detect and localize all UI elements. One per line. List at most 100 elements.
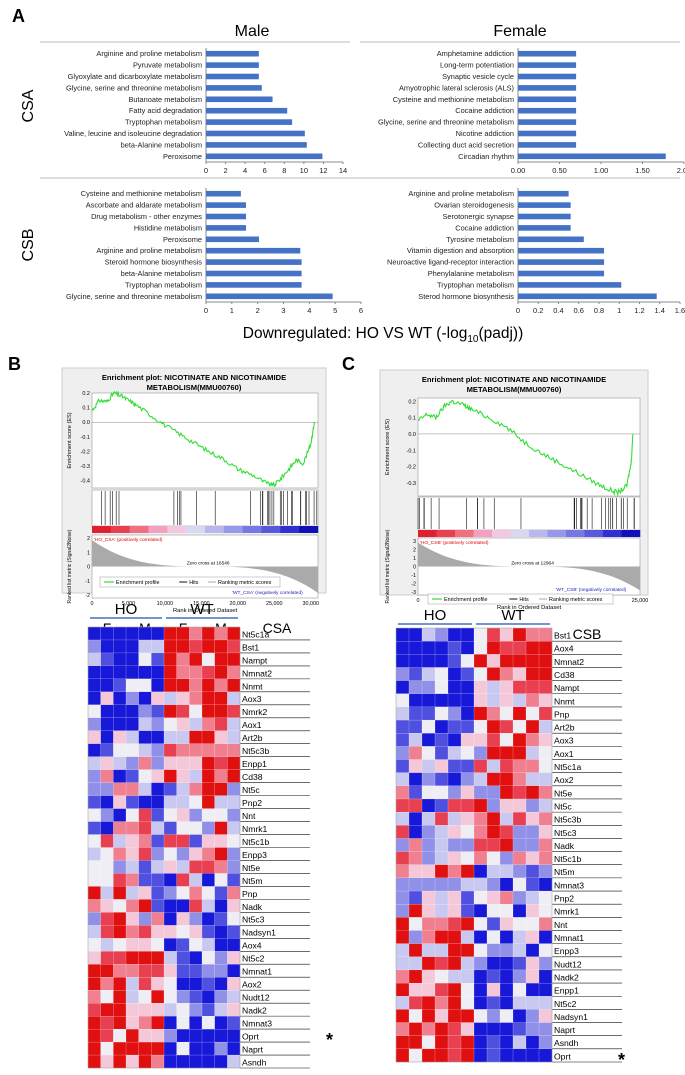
bar-chart-1: Arginine and proline metabolism Pyruvate … xyxy=(64,48,347,175)
bar-chart-3: Cysteine and methionine metabolism Ascorb… xyxy=(66,188,363,315)
heatmap-cell xyxy=(176,769,190,783)
bar xyxy=(206,50,259,57)
heatmap-cell xyxy=(408,667,423,681)
heatmap-cell xyxy=(512,667,527,681)
heatmap-cell xyxy=(201,1041,215,1056)
heatmap-cell xyxy=(512,733,527,747)
heatmap-cell xyxy=(201,730,215,745)
heatmap-cell xyxy=(525,627,540,642)
gene-label: Nadk xyxy=(554,841,575,851)
heatmap-cell xyxy=(176,704,190,719)
heatmap-cell xyxy=(125,951,139,965)
heatmap-cell xyxy=(113,938,127,952)
heatmap-cell xyxy=(434,877,449,892)
heatmap-cell xyxy=(486,890,501,905)
bar xyxy=(518,153,666,160)
legend-ranking: Ranking metric scores xyxy=(218,580,272,586)
category-label: Cysteine and methionine metabolism xyxy=(393,95,514,104)
heatmap-cell xyxy=(408,1048,423,1063)
heatmap-cell xyxy=(151,1054,165,1069)
heatmap-cell xyxy=(163,743,177,758)
heatmap-cell xyxy=(214,990,228,1004)
heatmap-cell xyxy=(214,1041,228,1056)
heatmap-cell xyxy=(189,886,203,900)
heatmap-cell xyxy=(421,825,436,839)
heatmap-cell xyxy=(395,996,410,1010)
heatmap-cell xyxy=(434,641,449,655)
heatmap-cell xyxy=(473,917,488,931)
heatmap-cell xyxy=(408,733,423,747)
bar xyxy=(518,225,571,231)
heatmap-cell xyxy=(525,719,540,734)
heatmap-cell xyxy=(447,825,462,839)
heatmap-cell xyxy=(214,691,228,706)
heatmap-cell xyxy=(189,1041,203,1056)
gene-label: Nt5e xyxy=(554,788,572,798)
heatmap-cell xyxy=(189,964,203,978)
heatmap-cell xyxy=(395,969,410,984)
rank-x-tick-label: 25,000 xyxy=(632,598,649,604)
heatmap-cell xyxy=(525,1022,540,1036)
heatmap-cell xyxy=(421,851,436,866)
group-label-ho: HO xyxy=(424,607,447,624)
heatmap-cell xyxy=(227,951,241,965)
heatmap-cell xyxy=(434,627,449,642)
heatmap-cell xyxy=(408,890,423,905)
rank-tick-label: 0 xyxy=(413,565,416,571)
heatmap-cell xyxy=(447,706,462,721)
heatmap-cell xyxy=(460,943,475,958)
gene-label: Asndh xyxy=(554,1038,579,1048)
rank-color-segment xyxy=(205,526,225,533)
heatmap-cell xyxy=(138,691,152,706)
heatmap-cell xyxy=(421,982,436,997)
legend-profile: Enrichment profile xyxy=(116,580,159,586)
heatmap-cell xyxy=(434,838,449,852)
heatmap-cell xyxy=(421,917,436,931)
heatmap-cell xyxy=(421,838,436,852)
es-plot-area xyxy=(91,392,319,489)
x-tick-label: 6 xyxy=(263,166,267,175)
category-label: Ascorbate and aldarate metabolism xyxy=(86,201,202,210)
heatmap-cell xyxy=(176,912,190,926)
heatmap-cell xyxy=(151,808,165,822)
heatmap-cell xyxy=(100,1016,114,1030)
rank-x-tick-label: 10,000 xyxy=(157,601,174,607)
heatmap-cell xyxy=(473,877,488,892)
bar xyxy=(518,190,569,197)
gene-label: Nt5c3 xyxy=(554,828,577,838)
heatmap-cell xyxy=(214,639,228,654)
heatmap-cell xyxy=(421,667,436,681)
heatmap-cell xyxy=(163,1054,177,1069)
heatmap-cell xyxy=(138,964,152,978)
heatmap-cell xyxy=(189,639,203,654)
gene-label: Pnp2 xyxy=(242,798,262,808)
category-label: Cocaine addiction xyxy=(455,223,514,232)
heatmap-cell xyxy=(512,641,527,655)
heatmap-cell xyxy=(395,1022,410,1036)
heatmap-cell xyxy=(538,825,553,839)
heatmap-cell xyxy=(163,704,177,719)
heatmap-cell xyxy=(227,665,241,680)
heatmap-cell xyxy=(87,860,101,874)
heatmap-cell xyxy=(214,912,228,926)
heatmap-cell xyxy=(176,990,190,1004)
heatmap-cell xyxy=(125,808,139,822)
heatmap-cell xyxy=(395,904,410,918)
heatmap-cell xyxy=(87,678,101,693)
significance-asterisk: * xyxy=(326,1030,333,1050)
rank-color-segment xyxy=(186,526,206,533)
heatmap-cell xyxy=(395,719,410,734)
rank-color-segment xyxy=(492,530,511,537)
rank-x-axis-label: Rank in Ordered Dataset xyxy=(497,605,562,611)
heatmap-cell xyxy=(113,951,127,965)
category-label: Butanoate metabolism xyxy=(128,95,202,104)
heatmap-cell xyxy=(408,812,423,826)
heatmap-cell xyxy=(434,851,449,866)
gene-label: Nt5m xyxy=(554,867,575,877)
heatmap-cell xyxy=(408,706,423,721)
heatmap-cell xyxy=(214,717,228,732)
category-label: Amphetamine addiction xyxy=(437,49,514,58)
heatmap-cell xyxy=(227,1016,241,1030)
heatmap-cell xyxy=(395,654,410,668)
heatmap-cell xyxy=(151,1028,165,1043)
